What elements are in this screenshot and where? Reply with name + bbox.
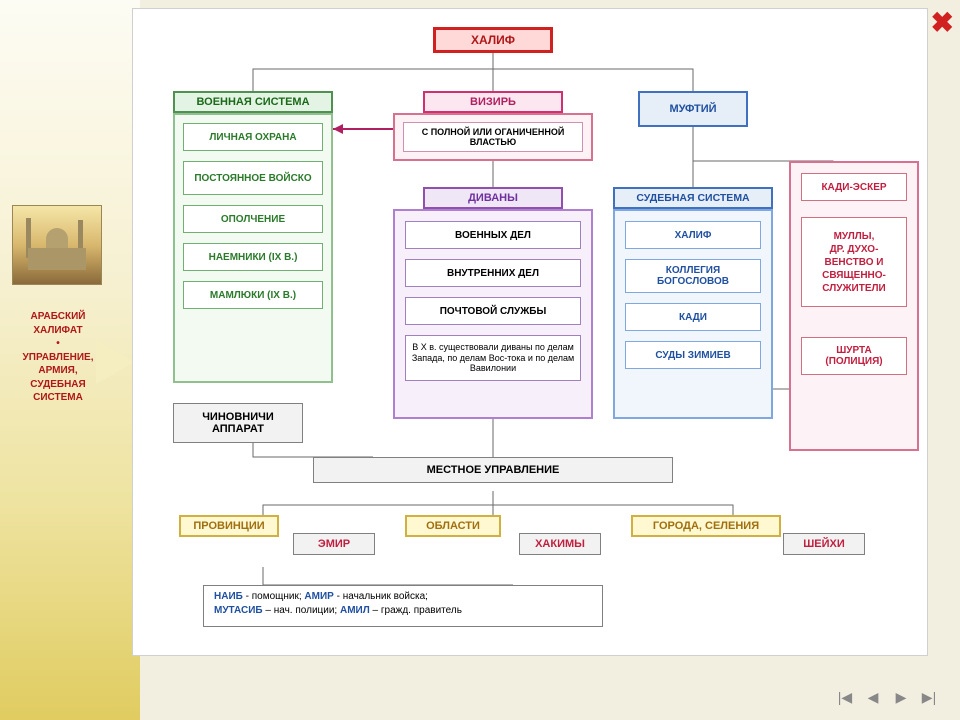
kadi-esker-box: КАДИ-ЭСКЕР <box>801 173 907 201</box>
military-item: ПОСТОЯННОЕ ВОЙСКО <box>183 161 323 195</box>
diwans-body: ВОЕННЫХ ДЕЛ ВНУТРЕННИХ ДЕЛ ПОЧТОВОЙ СЛУЖ… <box>393 209 593 419</box>
emir-box: ЭМИР <box>293 533 375 555</box>
judicial-body: ХАЛИФ КОЛЛЕГИЯ БОГОСЛОВОВ КАДИ СУДЫ ЗИМИ… <box>613 209 773 419</box>
sidebar-caption-line: АРМИЯ, <box>8 364 108 378</box>
sidebar-caption-line: СИСТЕМА <box>8 391 108 405</box>
vizier-body: С ПОЛНОЙ ИЛИ ОГАНИЧЕННОЙ ВЛАСТЬЮ <box>393 113 593 161</box>
cities-title: ГОРОДА, СЕЛЕНИЯ <box>631 515 781 537</box>
sidebar-caption-line: ХАЛИФАТ <box>8 324 108 338</box>
shurta-box: ШУРТА (ПОЛИЦИЯ) <box>801 337 907 375</box>
glossary-text: – нач. полиции; <box>263 605 340 616</box>
diagram-panel: ХАЛИФ ВОЕННАЯ СИСТЕМА ЛИЧНАЯ ОХРАНА ПОСТ… <box>132 8 928 656</box>
military-title: ВОЕННАЯ СИСТЕМА <box>173 91 333 113</box>
vizier-title: ВИЗИРЬ <box>423 91 563 113</box>
nav-next-button[interactable]: ▶ <box>890 686 912 708</box>
military-item: НАЕМНИКИ (IX В.) <box>183 243 323 271</box>
glossary-key: АМИР <box>304 591 333 602</box>
military-item: ЛИЧНАЯ ОХРАНА <box>183 123 323 151</box>
sheikhi-box: ШЕЙХИ <box>783 533 865 555</box>
diwan-item: ВНУТРЕННИХ ДЕЛ <box>405 259 581 287</box>
military-item: ОПОЛЧЕНИЕ <box>183 205 323 233</box>
mosque-icon <box>18 218 96 278</box>
mufti-title: МУФТИЙ <box>638 91 748 127</box>
glossary-key: МУТАСИБ <box>214 605 263 616</box>
glossary-text: - помощник; <box>243 591 305 602</box>
vizier-subtitle: С ПОЛНОЙ ИЛИ ОГАНИЧЕННОЙ ВЛАСТЬЮ <box>403 122 583 152</box>
sidebar-caption-line: УПРАВЛЕНИЕ, <box>8 351 108 365</box>
glossary-text: – гражд. правитель <box>370 605 462 616</box>
judicial-item: ХАЛИФ <box>625 221 761 249</box>
judicial-title: СУДЕБНАЯ СИСТЕМА <box>613 187 773 209</box>
sidebar-caption-line: АРАБСКИЙ <box>8 310 108 324</box>
mufti-branch-body: КАДИ-ЭСКЕР МУЛЛЫ, ДР. ДУХО- ВЕНСТВО И СВ… <box>789 161 919 451</box>
diwans-title: ДИВАНЫ <box>423 187 563 209</box>
nav-last-button[interactable]: ▶| <box>918 686 940 708</box>
clergy-box: МУЛЛЫ, ДР. ДУХО- ВЕНСТВО И СВЯЩЕННО- СЛУ… <box>801 217 907 307</box>
diwan-note: В X в. существовали диваны по делам Запа… <box>405 335 581 381</box>
sidebar-caption-dot: • <box>8 337 108 351</box>
sidebar-caption-line: СУДЕБНАЯ <box>8 378 108 392</box>
sidebar-arrow-icon <box>96 340 134 384</box>
military-body: ЛИЧНАЯ ОХРАНА ПОСТОЯННОЕ ВОЙСКО ОПОЛЧЕНИ… <box>173 113 333 383</box>
close-button[interactable]: ✖ <box>931 6 954 39</box>
local-gov-title: МЕСТНОЕ УПРАВЛЕНИЕ <box>313 457 673 483</box>
officials-box: ЧИНОВНИЧИ АППАРАТ <box>173 403 303 443</box>
glossary-key: НАИБ <box>214 591 243 602</box>
hakimy-box: ХАКИМЫ <box>519 533 601 555</box>
glossary-box: НАИБ - помощник; АМИР - начальник войска… <box>203 585 603 627</box>
judicial-item: КАДИ <box>625 303 761 331</box>
nav-group: |◀ ◀ ▶ ▶| <box>834 686 940 708</box>
nav-first-button[interactable]: |◀ <box>834 686 856 708</box>
judicial-item: КОЛЛЕГИЯ БОГОСЛОВОВ <box>625 259 761 293</box>
glossary-key: АМИЛ <box>340 605 370 616</box>
diwan-item: ВОЕННЫХ ДЕЛ <box>405 221 581 249</box>
oblasti-title: ОБЛАСТИ <box>405 515 501 537</box>
nav-prev-button[interactable]: ◀ <box>862 686 884 708</box>
military-item: МАМЛЮКИ (IX В.) <box>183 281 323 309</box>
glossary-text: - начальник войска; <box>334 591 428 602</box>
judicial-item: СУДЫ ЗИМИЕВ <box>625 341 761 369</box>
diwan-item: ПОЧТОВОЙ СЛУЖБЫ <box>405 297 581 325</box>
sidebar-caption: АРАБСКИЙ ХАЛИФАТ • УПРАВЛЕНИЕ, АРМИЯ, СУ… <box>8 310 108 405</box>
caliph-box: ХАЛИФ <box>433 27 553 53</box>
provinces-title: ПРОВИНЦИИ <box>179 515 279 537</box>
